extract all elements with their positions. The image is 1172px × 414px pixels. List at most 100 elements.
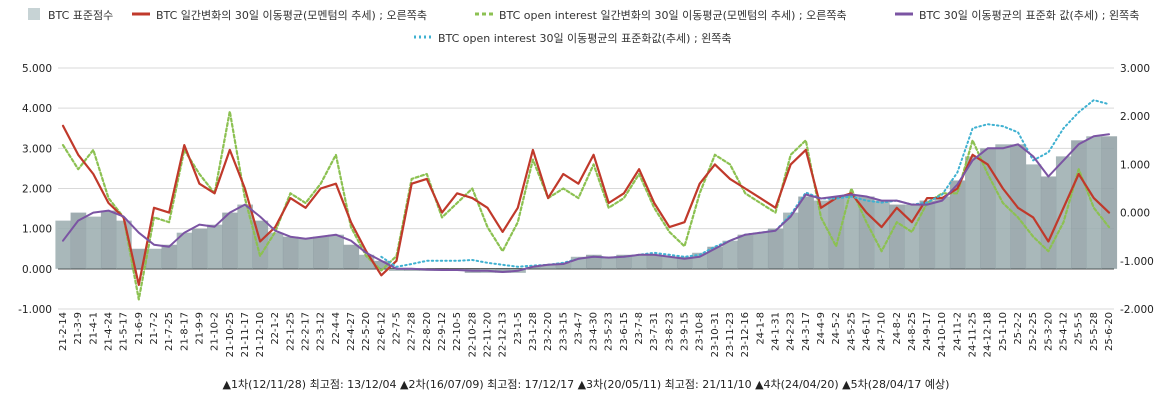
x-tick-label: 22-9-12 xyxy=(437,312,448,351)
x-tick-label: 22-2-17 xyxy=(301,312,312,351)
x-tick-label: 21-6-9 xyxy=(134,312,145,345)
x-tick-label: 24-3-17 xyxy=(801,312,812,351)
score-bar xyxy=(843,194,860,269)
score-bar xyxy=(495,268,511,273)
y-right-tick-label: 1.000 xyxy=(1120,159,1150,171)
score-bar xyxy=(404,268,420,271)
score-bar xyxy=(373,260,390,269)
x-tick-label: 24-11-25 xyxy=(968,312,979,357)
x-tick-label: 23-4-30 xyxy=(589,312,600,351)
x-tick-label: 22-4-4 xyxy=(331,312,342,345)
x-tick-label: 25-4-12 xyxy=(1059,312,1070,351)
legend-item-oi_std30: BTC open interest 30일 이동평균의 표준화값(추세) ; 왼… xyxy=(414,31,732,45)
x-tick-label: 23-7-8 xyxy=(634,312,645,345)
x-tick-label: 24-4-9 xyxy=(816,312,827,345)
x-tick-label: 24-8-2 xyxy=(892,312,903,345)
score-bar xyxy=(161,244,178,269)
x-tick-label: 23-10-8 xyxy=(695,312,706,351)
y-left-tick-label: -1.000 xyxy=(18,304,52,316)
x-tick-label: 22-10-5 xyxy=(452,312,463,351)
x-tick-label: 24-10-10 xyxy=(937,312,948,357)
y-left-tick-label: 2.000 xyxy=(22,184,52,196)
series-line-std30 xyxy=(62,133,1110,273)
x-tick-label: 22-10-28 xyxy=(467,312,478,357)
x-tick-label: 21-9-9 xyxy=(194,312,205,345)
legend-item-score: BTC 표준점수 xyxy=(28,8,113,22)
plot-area xyxy=(55,99,1118,301)
score-bar xyxy=(752,232,769,269)
score-bar xyxy=(783,212,799,269)
y-right-tick-label: 2.000 xyxy=(1120,111,1150,123)
x-tick-label: 24-6-17 xyxy=(861,312,872,351)
x-tick-label: 24-7-10 xyxy=(877,312,888,351)
x-tick-label: 23-7-31 xyxy=(649,312,660,351)
score-bar xyxy=(767,228,784,269)
x-tick-label: 25-6-20 xyxy=(1104,312,1115,351)
score-bar xyxy=(100,210,117,269)
y-axis-right: -2.000 -1.000 0.000 1.000 2.000 3.000 xyxy=(1120,63,1154,316)
score-bar xyxy=(889,204,905,269)
score-bar xyxy=(737,234,754,269)
x-tick-label: 24-11-2 xyxy=(952,312,963,351)
score-bar xyxy=(798,196,814,269)
score-bar xyxy=(1055,156,1072,269)
score-bar xyxy=(661,256,678,269)
y-axis-left: -1.000 0.000 1.000 2.000 3.000 4.000 5.000 xyxy=(18,63,52,316)
score-bar xyxy=(1040,176,1057,269)
x-tick-label: 24-1-8 xyxy=(755,312,766,345)
score-bar xyxy=(828,196,845,269)
y-left-tick-label: 0.000 xyxy=(22,264,52,276)
x-tick-label: 22-8-20 xyxy=(422,312,433,351)
x-tick-label: 25-2-25 xyxy=(1028,312,1039,351)
y-left-tick-label: 3.000 xyxy=(22,143,52,155)
x-tick-label: 22-6-12 xyxy=(376,312,387,351)
x-tick-label: 25-5-5 xyxy=(1074,312,1085,345)
score-bar xyxy=(55,220,72,269)
x-tick-label: 21-11-17 xyxy=(240,312,251,357)
x-tick-label: 21-10-25 xyxy=(225,312,236,357)
score-bar xyxy=(191,228,208,269)
x-tick-label: 21-7-25 xyxy=(164,312,175,351)
x-tick-label: 23-1-5 xyxy=(513,312,524,345)
legend-label-oi_chg30: BTC open interest 일간변화의 30일 이동평균(모멘텀의 추세… xyxy=(499,8,847,22)
legend-item-std30: BTC 30일 이동평균의 표준화 값(추세) ; 왼쪽축 xyxy=(895,8,1139,22)
score-bar xyxy=(252,220,269,269)
x-tick-label: 24-12-18 xyxy=(983,312,994,357)
score-bar xyxy=(964,156,981,269)
score-bar xyxy=(646,254,663,269)
score-bar xyxy=(297,238,314,269)
x-tick-label: 22-7-5 xyxy=(392,312,403,345)
score-bar xyxy=(949,180,966,269)
x-tick-label: 22-3-12 xyxy=(316,312,327,351)
x-tick-label: 22-4-27 xyxy=(346,312,357,351)
score-bar xyxy=(176,232,193,269)
x-tick-label: 23-10-31 xyxy=(710,312,721,357)
score-bar xyxy=(616,254,632,269)
score-bar xyxy=(904,204,921,269)
x-tick-label: 24-8-25 xyxy=(907,312,918,351)
x-tick-label: 21-2-14 xyxy=(58,312,69,351)
x-tick-label: 25-1-10 xyxy=(998,312,1009,351)
y-right-tick-label: 3.000 xyxy=(1120,63,1150,75)
score-bar xyxy=(146,248,163,269)
series-score xyxy=(55,136,1118,273)
x-tick-label: 24-5-2 xyxy=(831,312,842,345)
legend-item-oi_chg30: BTC open interest 일간변화의 30일 이동평균(모멘텀의 추세… xyxy=(475,8,847,22)
legend-label-chg30: BTC 일간변화의 30일 이동평균(모멘텀의 추세) ; 오른쪽축 xyxy=(156,8,427,22)
score-bar xyxy=(601,256,617,269)
y-right-tick-label: -1.000 xyxy=(1120,256,1154,268)
score-bar xyxy=(919,200,936,269)
score-bar xyxy=(388,268,405,271)
score-bar xyxy=(995,144,1011,269)
x-tick-label: 23-2-20 xyxy=(543,312,554,351)
score-bar xyxy=(707,246,723,269)
x-tick-label: 22-7-28 xyxy=(407,312,418,351)
score-bar xyxy=(207,224,223,269)
x-axis: 21-2-14 21-3-9 21-4-1 21-4-24 21-5-17 21-6-9 2… xyxy=(58,312,1115,357)
x-tick-label: 24-5-25 xyxy=(846,312,857,351)
y-left-tick-label: 5.000 xyxy=(22,63,52,75)
score-bar xyxy=(282,236,299,269)
x-tick-label: 23-1-28 xyxy=(528,312,539,351)
score-bar xyxy=(934,196,951,269)
